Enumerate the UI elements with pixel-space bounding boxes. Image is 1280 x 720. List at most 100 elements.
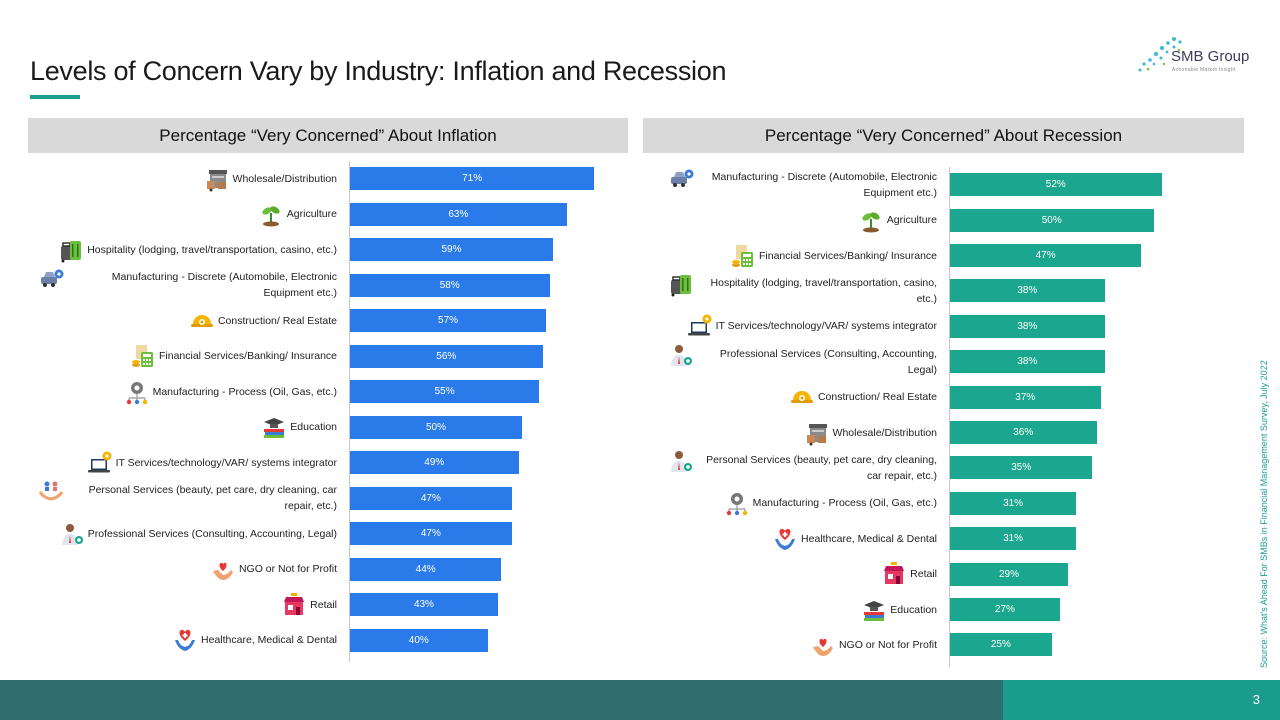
recession-chart: 52% Manufacturing - Discrete (Automobile,… [640, 155, 1240, 667]
chart-bar: 63% [350, 202, 567, 226]
laptop-gear-icon [688, 314, 712, 336]
category-label: Education [290, 421, 337, 434]
category-label: Healthcare, Medical & Dental [801, 532, 937, 545]
chart-bar: 38% [950, 350, 1105, 374]
category-label: IT Services/technology/VAR/ systems inte… [715, 320, 937, 333]
chart-bar: 43% [350, 593, 498, 617]
store-icon [884, 562, 904, 585]
medical-hand-icon [175, 630, 195, 652]
inflation-chart: 71% Wholesale/Distribution 63% Agriculture 5… [0, 155, 640, 665]
category-label: Manufacturing - Discrete (Automobile, El… [711, 170, 937, 199]
category-label: Personal Services (beauty, pet care, dry… [88, 484, 337, 513]
chart-axis [949, 167, 950, 667]
gear-network-icon [726, 493, 748, 516]
category-label: Wholesale/Distribution [832, 426, 937, 439]
person-badge-icon [62, 523, 83, 545]
hand-heart-icon [213, 563, 233, 581]
data-label: 71% [462, 173, 483, 185]
chart-axis [349, 161, 350, 662]
recession-chart-title: Percentage “Very Concerned” About Recess… [643, 118, 1244, 153]
footer-bar [0, 680, 1003, 720]
source-note: Source: What's Ahead For SMBs in Financi… [1259, 360, 1269, 668]
data-label: 55% [434, 386, 455, 398]
chart-bar: 49% [350, 451, 519, 475]
data-label: 29% [999, 568, 1020, 580]
category-label: Wholesale/Distribution [232, 172, 337, 185]
category-label: NGO or Not for Profit [838, 638, 937, 651]
category-label: Financial Services/Banking/ Insurance [158, 350, 337, 363]
chart-bar: 31% [950, 527, 1077, 551]
category-label: Retail [310, 598, 337, 611]
category-label: Construction/ Real Estate [217, 314, 337, 327]
chart-bar: 47% [950, 244, 1142, 267]
category-label: Personal Services (beauty, pet care, dry… [706, 453, 937, 482]
chart-bar: 57% [350, 309, 547, 333]
data-label: 50% [1041, 214, 1062, 226]
chart-bar: 50% [950, 208, 1154, 232]
title-underline [30, 95, 80, 99]
chart-bar: 38% [950, 314, 1105, 338]
chart-bar: 59% [350, 238, 553, 262]
hands-people-icon [38, 481, 64, 501]
category-label: Hospitality (lodging, travel/transportat… [87, 243, 337, 256]
warehouse-icon [807, 423, 827, 445]
category-label: Construction/ Real Estate [817, 391, 937, 404]
data-label: 37% [1015, 391, 1036, 403]
data-label: 57% [438, 315, 459, 327]
chart-bar: 40% [350, 628, 488, 652]
hard-hat-icon [791, 391, 813, 404]
luggage-icon [671, 274, 691, 297]
data-label: 50% [425, 421, 446, 433]
person-badge-icon [671, 450, 692, 472]
store-icon [284, 592, 304, 615]
chart-bar: 36% [950, 421, 1097, 444]
data-label: 44% [415, 563, 436, 575]
data-label: 47% [420, 492, 441, 504]
category-label: Education [890, 603, 937, 616]
category-label: Agriculture [286, 208, 337, 221]
chart-bar: 35% [950, 456, 1093, 480]
data-label: 35% [1011, 462, 1032, 474]
car-gear-icon [41, 269, 64, 288]
data-label: 56% [436, 350, 457, 362]
chart-bar: 27% [950, 598, 1060, 621]
category-label: Manufacturing - Process (Oil, Gas, etc.) [752, 497, 937, 510]
category-label: NGO or Not for Profit [238, 563, 337, 576]
person-badge-icon [671, 344, 692, 366]
chart-bar: 44% [350, 557, 502, 581]
logo-name: SMB Group [1171, 48, 1250, 65]
data-label: 38% [1017, 356, 1038, 368]
inflation-chart-title: Percentage “Very Concerned” About Inflat… [28, 118, 628, 153]
plant-icon [262, 206, 280, 227]
category-label: Professional Services (Consulting, Accou… [719, 347, 937, 376]
category-label: Hospitality (lodging, travel/transportat… [710, 276, 937, 305]
chart-bar: 52% [950, 173, 1162, 197]
chart-bar: 50% [350, 415, 522, 439]
medical-hand-icon [775, 528, 795, 550]
chart-bar: 71% [350, 167, 595, 191]
category-label: Financial Services/Banking/ Insurance [758, 249, 937, 262]
data-label: 38% [1017, 320, 1038, 332]
chart-bar: 29% [950, 562, 1069, 586]
chart-bar: 25% [950, 633, 1052, 657]
warehouse-icon [207, 169, 227, 192]
category-label: Retail [910, 568, 937, 581]
data-label: 52% [1045, 179, 1066, 191]
page-title: Levels of Concern Vary by Industry: Infl… [30, 56, 727, 86]
data-label: 49% [424, 457, 445, 469]
category-label: Professional Services (Consulting, Accou… [87, 527, 337, 540]
data-label: 31% [1003, 497, 1024, 509]
footer-accent [1003, 680, 1280, 720]
luggage-icon [61, 240, 81, 263]
data-label: 36% [1013, 427, 1034, 438]
plant-icon [862, 212, 880, 233]
data-label: 25% [990, 639, 1011, 651]
category-label: Manufacturing - Process (Oil, Gas, etc.) [152, 385, 337, 398]
chart-bar: 47% [350, 486, 512, 510]
data-label: 38% [1017, 285, 1038, 297]
data-label: 27% [994, 604, 1015, 615]
data-label: 47% [420, 528, 441, 540]
chart-bar: 55% [350, 380, 540, 404]
data-label: 47% [1035, 250, 1056, 261]
logo: SMB Group Actionable Market Insight [1134, 34, 1254, 82]
